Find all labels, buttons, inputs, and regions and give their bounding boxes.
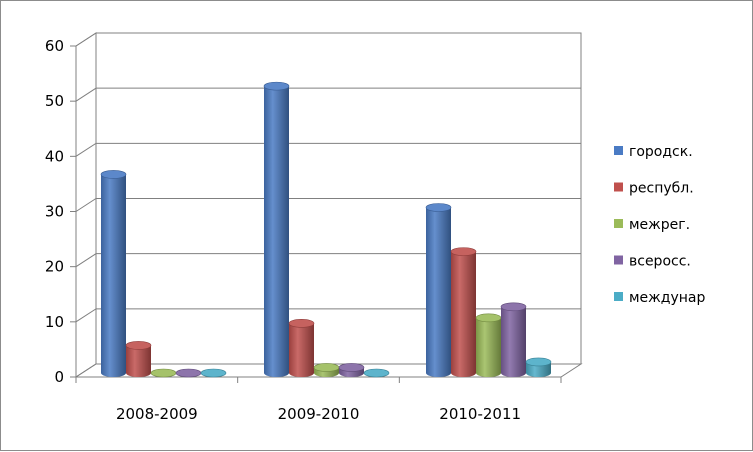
bar-top bbox=[263, 81, 290, 91]
bar-top bbox=[500, 302, 527, 312]
legend-label: междунар bbox=[629, 290, 705, 306]
legend-swatch bbox=[614, 182, 623, 192]
bar bbox=[125, 341, 152, 377]
gridline bbox=[75, 87, 581, 102]
y-tick-label: 40 bbox=[45, 147, 64, 165]
bar bbox=[475, 313, 502, 377]
bar bbox=[450, 247, 477, 377]
bar-top bbox=[525, 357, 552, 367]
y-tick-label: 50 bbox=[45, 92, 64, 110]
bar-top bbox=[125, 341, 152, 350]
bar-top bbox=[313, 363, 340, 372]
legend-label: городск. bbox=[629, 144, 693, 160]
bar-body bbox=[264, 86, 289, 377]
bar bbox=[363, 368, 390, 378]
bar bbox=[200, 368, 227, 378]
x-axis-category-labels: 2008-2009 2009-2010 2010-2011 bbox=[116, 405, 521, 423]
x-category-label: 2010-2011 bbox=[439, 405, 521, 423]
bar-top bbox=[475, 313, 502, 323]
legend-swatch bbox=[614, 292, 623, 301]
legend-label: республ. bbox=[629, 181, 694, 197]
bar-top bbox=[363, 368, 390, 378]
legend-swatch bbox=[614, 219, 623, 228]
bar-top bbox=[100, 170, 127, 179]
y-tick-label: 0 bbox=[54, 368, 64, 386]
bar bbox=[263, 81, 290, 377]
bar-body bbox=[451, 251, 476, 377]
gridline bbox=[75, 32, 581, 47]
bar-top bbox=[450, 247, 477, 256]
bar bbox=[100, 170, 127, 377]
gridline bbox=[75, 253, 581, 268]
y-tick-label: 20 bbox=[45, 258, 64, 276]
legend: городск. республ. межрег. всеросс. междунар bbox=[614, 144, 705, 306]
bar-top bbox=[425, 203, 452, 212]
x-category-label: 2008-2009 bbox=[116, 405, 198, 423]
bars bbox=[100, 81, 552, 378]
gridline bbox=[75, 142, 581, 157]
bar-top bbox=[175, 368, 202, 378]
x-category-label: 2009-2010 bbox=[278, 405, 360, 423]
gridline bbox=[75, 363, 581, 378]
y-tick-label: 60 bbox=[45, 37, 64, 55]
y-axis-tick-labels: 0 10 20 30 40 50 60 bbox=[45, 37, 76, 386]
bar-body bbox=[289, 323, 314, 377]
y-tick-label: 10 bbox=[45, 313, 64, 331]
gridline bbox=[75, 198, 581, 212]
bar-body bbox=[126, 345, 151, 377]
bar-top bbox=[150, 368, 177, 378]
bar bbox=[425, 203, 452, 377]
gridlines bbox=[75, 32, 581, 378]
legend-label: всеросс. bbox=[629, 254, 691, 270]
y-tick-label: 30 bbox=[45, 203, 64, 221]
bar-top bbox=[338, 363, 365, 372]
bar bbox=[500, 302, 527, 377]
bar bbox=[525, 357, 552, 377]
bar-body bbox=[101, 174, 126, 377]
bar bbox=[313, 363, 340, 377]
bar bbox=[338, 363, 365, 377]
bar-body bbox=[426, 207, 451, 377]
gridline bbox=[75, 308, 581, 323]
bar bbox=[175, 368, 202, 378]
bar bbox=[288, 319, 315, 377]
bar-top bbox=[200, 368, 227, 378]
bar-body bbox=[476, 317, 501, 377]
legend-swatch bbox=[614, 255, 623, 265]
bar-top bbox=[288, 319, 315, 328]
bar bbox=[150, 368, 177, 378]
legend-label: межрег. bbox=[629, 217, 690, 233]
legend-swatch bbox=[614, 146, 623, 155]
bar-body bbox=[501, 306, 526, 377]
